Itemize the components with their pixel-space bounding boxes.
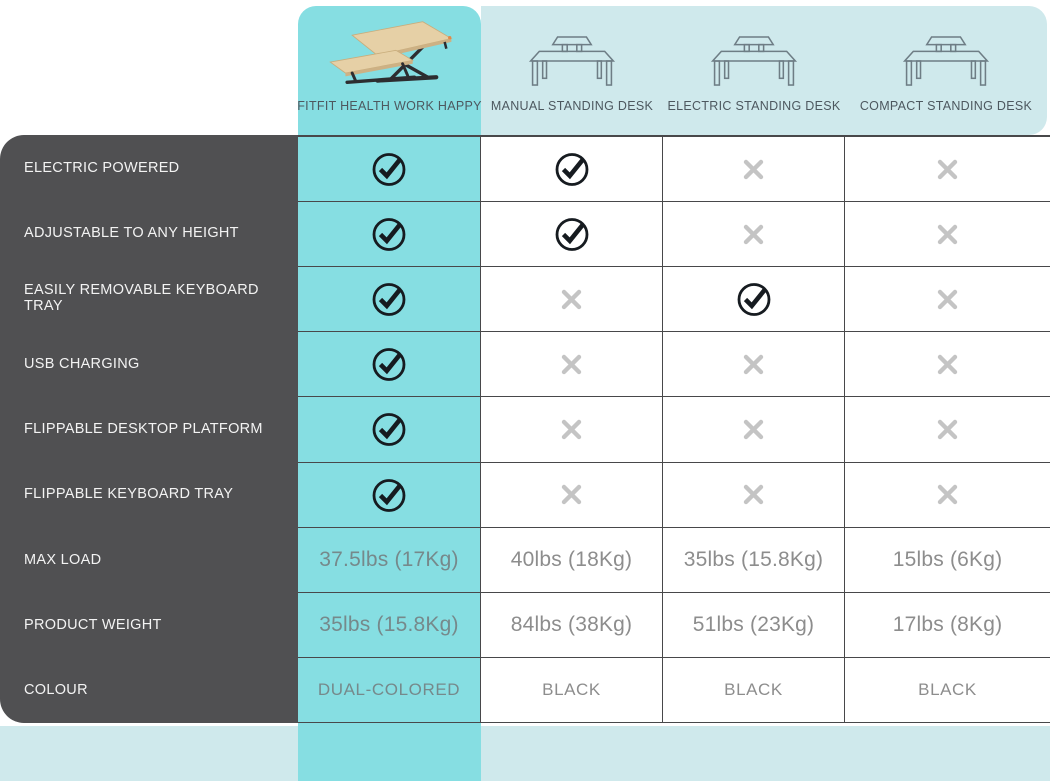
check-circle-icon [552,149,592,189]
cell-removable-tray-electric [663,267,845,333]
cross-icon [742,223,765,246]
feature-label: COLOUR [24,682,88,699]
competitor-header-band [481,6,1047,135]
cross-icon [936,158,959,181]
cross-icon [742,353,765,376]
product-name: FITFIT HEALTH WORK HAPPY [297,99,482,113]
check-circle-icon [369,409,409,449]
cell-removable-tray-fitfit [298,267,481,333]
cross-icon [936,418,959,441]
cell-adjustable-electric [663,202,845,268]
feature-label: MAX LOAD [24,551,102,568]
feature-label: FLIPPABLE DESKTOP PLATFORM [24,420,263,437]
cell-usb-manual [481,332,663,398]
fitfit-desk-riser-image [326,15,454,89]
cell-adjustable-fitfit [298,202,481,268]
check-circle-icon [369,214,409,254]
cell-flip-platform-fitfit [298,397,481,463]
cross-icon [560,353,583,376]
cross-icon [742,483,765,506]
feature-sidebar: ELECTRIC POWERED ADJUSTABLE TO ANY HEIGH… [0,135,298,723]
cell-flip-tray-compact [845,462,1050,528]
cross-icon [936,223,959,246]
check-circle-icon [369,475,409,515]
cell-max-load-electric: 35lbs (15.8Kg) [663,527,845,593]
desk-outline-icon [522,33,622,89]
check-circle-icon [734,279,774,319]
cell-electric-powered-fitfit [298,137,481,203]
cell-removable-tray-compact [845,267,1050,333]
feature-label: ADJUSTABLE TO ANY HEIGHT [24,224,239,241]
cell-flip-platform-compact [845,397,1050,463]
comparison-grid: 37.5lbs (17Kg) 40lbs (18Kg) 35lbs (15.8K… [298,135,1050,723]
cell-flip-tray-fitfit [298,462,481,528]
footer-band [0,726,1050,781]
check-circle-icon [369,279,409,319]
cell-max-load-compact: 15lbs (6Kg) [845,527,1050,593]
cell-max-load-manual: 40lbs (18Kg) [481,527,663,593]
cell-adjustable-compact [845,202,1050,268]
product-name: ELECTRIC STANDING DESK [667,99,841,113]
product-name: COMPACT STANDING DESK [859,99,1033,113]
cell-adjustable-manual [481,202,663,268]
cell-electric-powered-electric [663,137,845,203]
product-header-compact: COMPACT STANDING DESK [845,6,1047,135]
cell-weight-fitfit: 35lbs (15.8Kg) [298,592,481,658]
cell-max-load-fitfit: 37.5lbs (17Kg) [298,527,481,593]
feature-label: PRODUCT WEIGHT [24,616,162,633]
product-header-electric: ELECTRIC STANDING DESK [663,6,845,135]
cell-weight-manual: 84lbs (38Kg) [481,592,663,658]
cell-flip-tray-manual [481,462,663,528]
desk-outline-icon [704,33,804,89]
cell-electric-powered-manual [481,137,663,203]
cell-electric-powered-compact [845,137,1050,203]
cell-usb-fitfit [298,332,481,398]
product-header-manual: MANUAL STANDING DESK [481,6,663,135]
cell-flip-tray-electric [663,462,845,528]
cross-icon [742,158,765,181]
cross-icon [742,418,765,441]
cross-icon [560,483,583,506]
feature-label: USB CHARGING [24,355,140,372]
highlight-column-header-band [298,6,481,135]
cell-flip-platform-electric [663,397,845,463]
cell-colour-manual: BLACK [481,657,663,723]
cross-icon [936,353,959,376]
cell-weight-electric: 51lbs (23Kg) [663,592,845,658]
cell-usb-compact [845,332,1050,398]
cell-removable-tray-manual [481,267,663,333]
cross-icon [560,418,583,441]
cell-colour-electric: BLACK [663,657,845,723]
highlight-column-footer-band [298,722,481,781]
cell-colour-compact: BLACK [845,657,1050,723]
product-header-fitfit: FITFIT HEALTH WORK HAPPY [297,6,482,135]
product-name: MANUAL STANDING DESK [490,99,654,113]
desk-outline-icon [896,33,996,89]
check-circle-icon [369,344,409,384]
cell-weight-compact: 17lbs (8Kg) [845,592,1050,658]
cell-colour-fitfit: DUAL-COLORED [298,657,481,723]
cell-flip-platform-manual [481,397,663,463]
cell-usb-electric [663,332,845,398]
cross-icon [560,288,583,311]
cross-icon [936,288,959,311]
feature-label: FLIPPABLE KEYBOARD TRAY [24,486,234,503]
check-circle-icon [369,149,409,189]
cross-icon [936,483,959,506]
check-circle-icon [552,214,592,254]
feature-label: EASILY REMOVABLE KEYBOARD TRAY [24,282,259,315]
feature-label: ELECTRIC POWERED [24,159,180,176]
